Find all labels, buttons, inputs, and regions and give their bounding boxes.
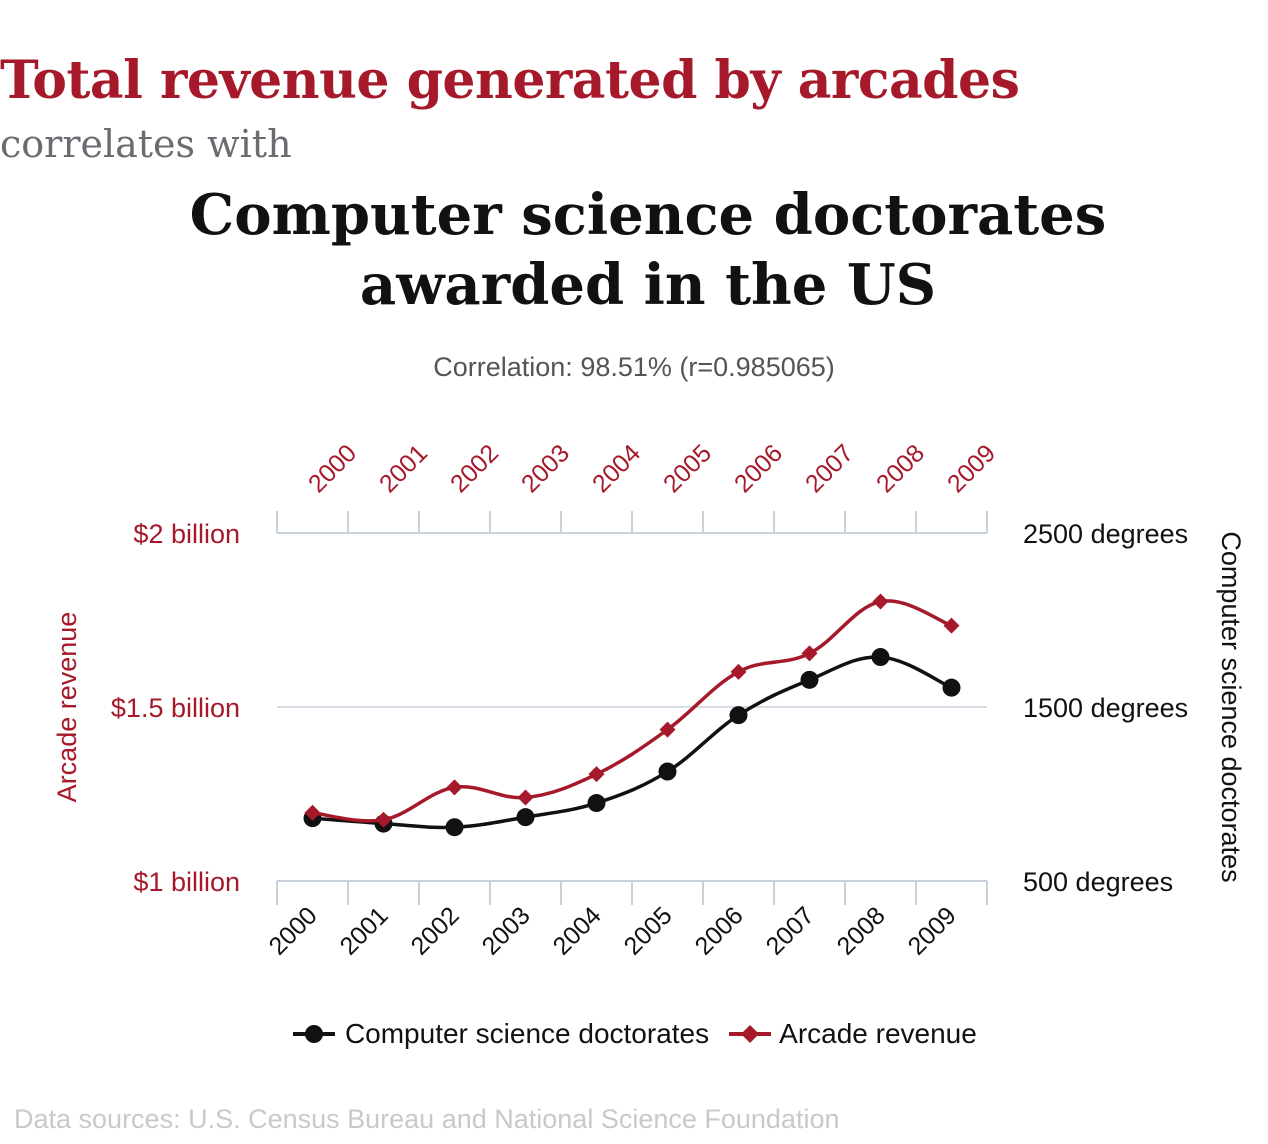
arcade-point-2005 xyxy=(659,721,676,738)
right-tick-label-2: 2500 degrees xyxy=(1023,519,1188,549)
top-x-tick-label-2: 2002 xyxy=(445,439,504,498)
left-tick-label-0: $1 billion xyxy=(133,867,240,897)
legend-doctorates-marker xyxy=(293,1025,336,1043)
arcade-point-2003 xyxy=(517,789,534,806)
legend-arcade-label: Arcade revenue xyxy=(779,1018,977,1049)
top-x-tick-label-5: 2005 xyxy=(658,439,717,498)
bottom-x-tick-label-1: 2001 xyxy=(335,901,394,960)
bottom-x-tick-label-7: 2007 xyxy=(761,901,820,960)
bottom-x-tick-label-5: 2005 xyxy=(619,901,678,960)
bottom-x-tick-label-9: 2009 xyxy=(903,901,962,960)
title-middle: correlates with xyxy=(0,122,292,166)
top-x-tick-label-3: 2003 xyxy=(516,439,575,498)
top-x-tick-label-8: 2008 xyxy=(871,439,930,498)
left-tick-label-1: $1.5 billion xyxy=(111,693,240,723)
left-tick-label-2: $2 billion xyxy=(133,519,240,549)
arcade-point-2006 xyxy=(730,663,747,680)
doctorates-point-2008 xyxy=(871,648,890,667)
top-x-tick-label-9: 2009 xyxy=(942,439,1001,498)
legend-doctorates-label: Computer science doctorates xyxy=(344,1018,710,1049)
top-x-tick-label-4: 2004 xyxy=(587,439,646,498)
arcade-point-2000 xyxy=(304,804,321,821)
arcade-point-2009 xyxy=(943,617,960,634)
bottom-x-tick-label-8: 2008 xyxy=(832,901,891,960)
bottom-x-tick-label-3: 2003 xyxy=(477,901,536,960)
bottom-x-tick-label-0: 2000 xyxy=(264,901,323,960)
data-source: Data sources: U.S. Census Bureau and Nat… xyxy=(14,1104,840,1134)
right-tick-label-1: 1500 degrees xyxy=(1023,693,1188,723)
doctorates-point-2006 xyxy=(729,706,748,725)
bottom-x-tick-label-6: 2006 xyxy=(690,901,749,960)
title-bottom: Computer science doctorates awarded in t… xyxy=(189,182,1107,318)
top-x-tick-label-6: 2006 xyxy=(729,439,788,498)
doctorates-point-2003 xyxy=(516,808,535,827)
arcade-point-2002 xyxy=(446,779,463,796)
series-line-arcade xyxy=(312,599,953,823)
title-top: Total revenue generated by arcades xyxy=(0,50,1020,111)
legend: Computer science doctorates Arcade reven… xyxy=(0,1018,1268,1050)
legend-arcade-marker xyxy=(728,1025,771,1043)
arcade-point-2004 xyxy=(588,766,605,783)
right-tick-label-0: 500 degrees xyxy=(1023,867,1173,897)
top-x-tick-label-0: 2000 xyxy=(303,439,362,498)
correlation-label: Correlation: 98.51% (r=0.985065) xyxy=(433,352,835,382)
arcade-point-2008 xyxy=(872,593,889,610)
doctorates-point-2009 xyxy=(942,678,961,697)
bottom-x-tick-label-4: 2004 xyxy=(548,901,607,960)
left-axis-title: Arcade revenue xyxy=(52,612,82,803)
top-x-tick-label-7: 2007 xyxy=(800,439,859,498)
top-x-tick-label-1: 2001 xyxy=(374,439,433,498)
bottom-x-tick-label-2: 2002 xyxy=(406,901,465,960)
doctorates-point-2002 xyxy=(445,818,464,837)
doctorates-point-2005 xyxy=(658,762,677,781)
series-line-doctorates xyxy=(312,655,953,830)
doctorates-point-2004 xyxy=(587,794,606,813)
arcade-point-2001 xyxy=(375,811,392,828)
right-axis-title: Computer science doctorates xyxy=(1216,531,1246,882)
arcade-point-2007 xyxy=(801,645,818,662)
doctorates-point-2007 xyxy=(800,670,819,689)
